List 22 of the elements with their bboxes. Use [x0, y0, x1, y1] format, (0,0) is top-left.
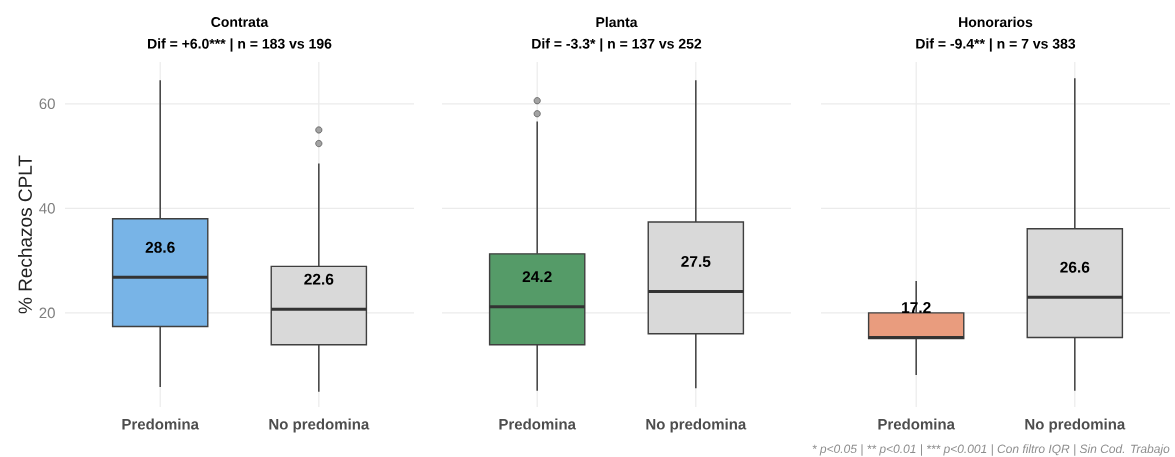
annotation: 28.6 — [145, 241, 175, 253]
x-tick-label: Predomina — [122, 418, 200, 430]
x-tick-label: No predomina — [646, 418, 747, 433]
y-tick-label: 20 — [39, 307, 55, 319]
chart-subtitle: Dif = -3.3* | n = 137 vs 252 — [532, 38, 702, 52]
chart-title: Planta — [596, 16, 638, 28]
chart-title: Contrata — [211, 17, 269, 27]
x-tick-label: No predomina — [269, 418, 370, 433]
x-tick-label: Predomina — [499, 418, 577, 430]
annotation: 24.2 — [522, 271, 552, 283]
annotation: 27.5 — [681, 255, 711, 267]
x-tick-label: No predomina — [1025, 418, 1126, 433]
text: * p<0.05 | ** p<0.01 | *** p<0.001 | Con filtro IQR | Sin Cod. Trabajo — [812, 444, 1170, 456]
y-axis-title: % Rechazos CPLT — [17, 155, 32, 314]
chart-subtitle: Dif = +6.0*** | n = 183 vs 196 — [148, 38, 332, 52]
chart-subtitle: Dif = -9.4** | n = 7 vs 383 — [916, 38, 1076, 52]
y-tick-label: 40 — [39, 203, 55, 214]
x-tick-label: Predomina — [878, 418, 956, 430]
y-tick-label: 60 — [39, 98, 55, 110]
annotation: 26.6 — [1060, 261, 1090, 273]
annotation: 22.6 — [304, 273, 334, 285]
chart-title: Honorarios — [959, 16, 1033, 28]
